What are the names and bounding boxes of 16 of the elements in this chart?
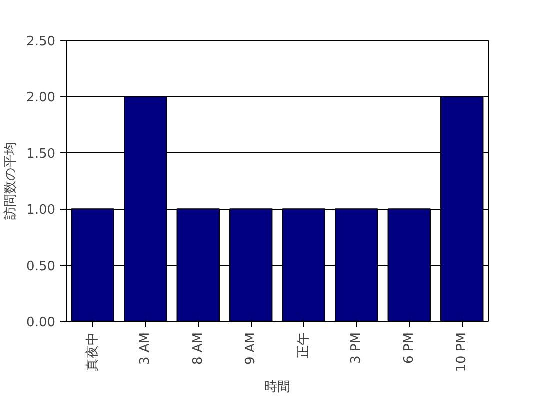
x-tick-label: 正午 [296, 332, 312, 358]
x-tick-label: 8 AM [190, 332, 206, 366]
y-tick-label: 0.50 [26, 259, 56, 274]
y-tick-label: 1.00 [26, 203, 56, 218]
x-tick-label: 真夜中 [84, 332, 100, 372]
y-axis-title: 訪問数の平均 [4, 142, 19, 220]
x-tick-label: 9 AM [244, 332, 259, 366]
y-tick-label: 2.00 [26, 90, 56, 106]
x-tick-label: 3 AM [138, 332, 154, 366]
x-tick-label: 10 PM [454, 332, 470, 372]
x-tick-label: 6 PM [402, 332, 417, 364]
y-tick-label: 2.50 [26, 34, 56, 50]
y-tick-label: 0.00 [26, 316, 56, 330]
y-tick-label: 1.50 [26, 146, 56, 162]
x-tick-label: 3 PM [349, 332, 364, 364]
x-axis-title: 時間 [264, 380, 290, 396]
